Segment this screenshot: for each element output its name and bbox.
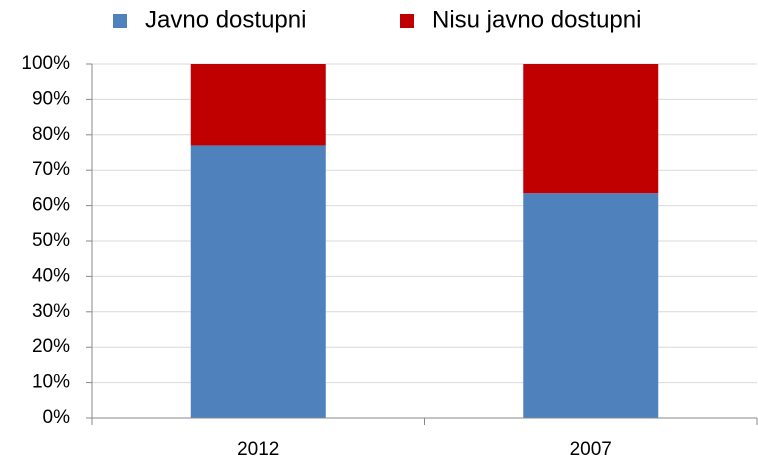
y-tick-label: 60% (32, 195, 70, 216)
legend-swatch (400, 14, 414, 28)
legend-swatch (113, 14, 127, 28)
bar-segment (190, 64, 326, 146)
y-tick-label: 80% (32, 124, 70, 145)
y-tick-label: 50% (32, 230, 70, 251)
y-tick-label: 70% (32, 159, 70, 180)
y-tick-label: 30% (32, 301, 70, 322)
x-tick-label: 2012 (237, 439, 279, 460)
y-tick-label: 0% (43, 407, 71, 428)
y-tick-label: 10% (32, 372, 70, 393)
y-tick-label: 100% (21, 53, 70, 74)
y-tick-label: 40% (32, 265, 70, 286)
y-tick-label: 90% (32, 88, 70, 109)
bar-segment (190, 145, 326, 419)
legend-label: Nisu javno dostupni (432, 6, 641, 33)
legend-label: Javno dostupni (145, 6, 306, 33)
x-tick-label: 2007 (570, 439, 612, 460)
y-tick-label: 20% (32, 336, 70, 357)
bar-segment (523, 193, 659, 418)
bar-segment (523, 64, 659, 194)
